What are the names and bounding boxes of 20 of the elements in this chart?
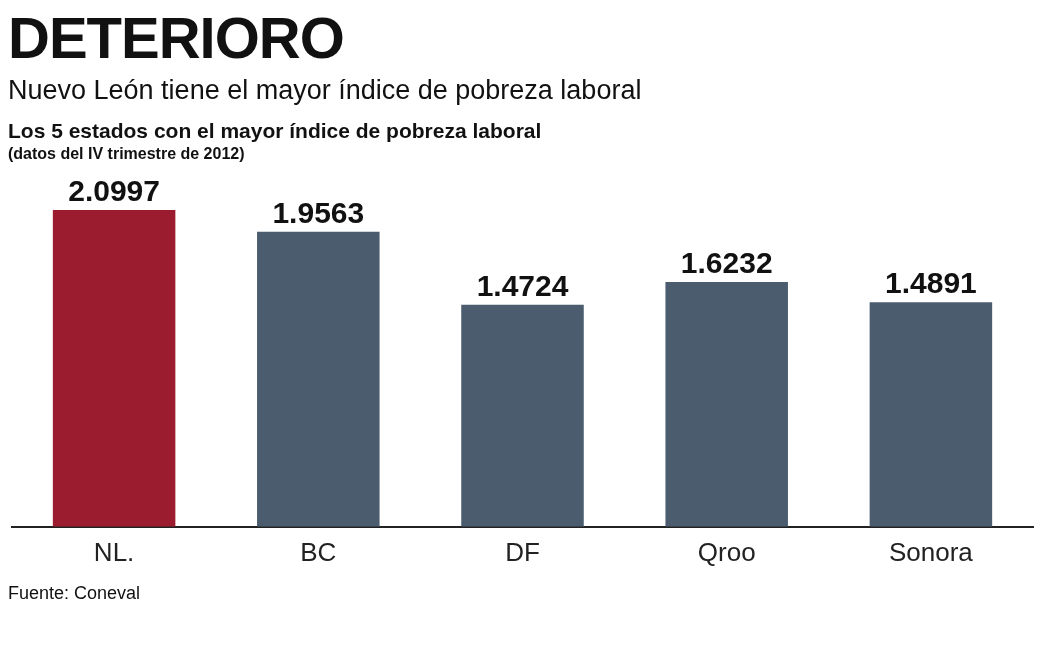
bar: [461, 304, 584, 527]
text: (datos del IV trimestre de 2012): [8, 144, 246, 164]
bar: [665, 281, 788, 527]
data-label: 2.0997: [68, 174, 160, 208]
x-tick-label: Sonora: [888, 536, 974, 567]
data-label: 1.9563: [272, 195, 365, 229]
x-tick-label: DF: [505, 536, 540, 567]
bar: [257, 231, 380, 527]
bar: [869, 302, 993, 527]
data-label: 1.6232: [680, 246, 773, 280]
x-tick-label: NL.: [93, 536, 135, 567]
bar: [52, 210, 176, 527]
x-tick-label: BC: [300, 536, 337, 567]
data-label: 1.4724: [476, 268, 569, 302]
chart-subtitle: Nuevo León tiene el mayor índice de pobreza laboral: [8, 74, 643, 107]
chart-title: DETERIORO: [8, 5, 345, 70]
x-tick-label: Qroo: [697, 536, 756, 567]
data-label: 1.4891: [885, 266, 977, 300]
text: Los 5 estados con el mayor índice de pobreza laboral: [8, 118, 543, 144]
source-note: Fuente: Coneval: [8, 582, 142, 604]
